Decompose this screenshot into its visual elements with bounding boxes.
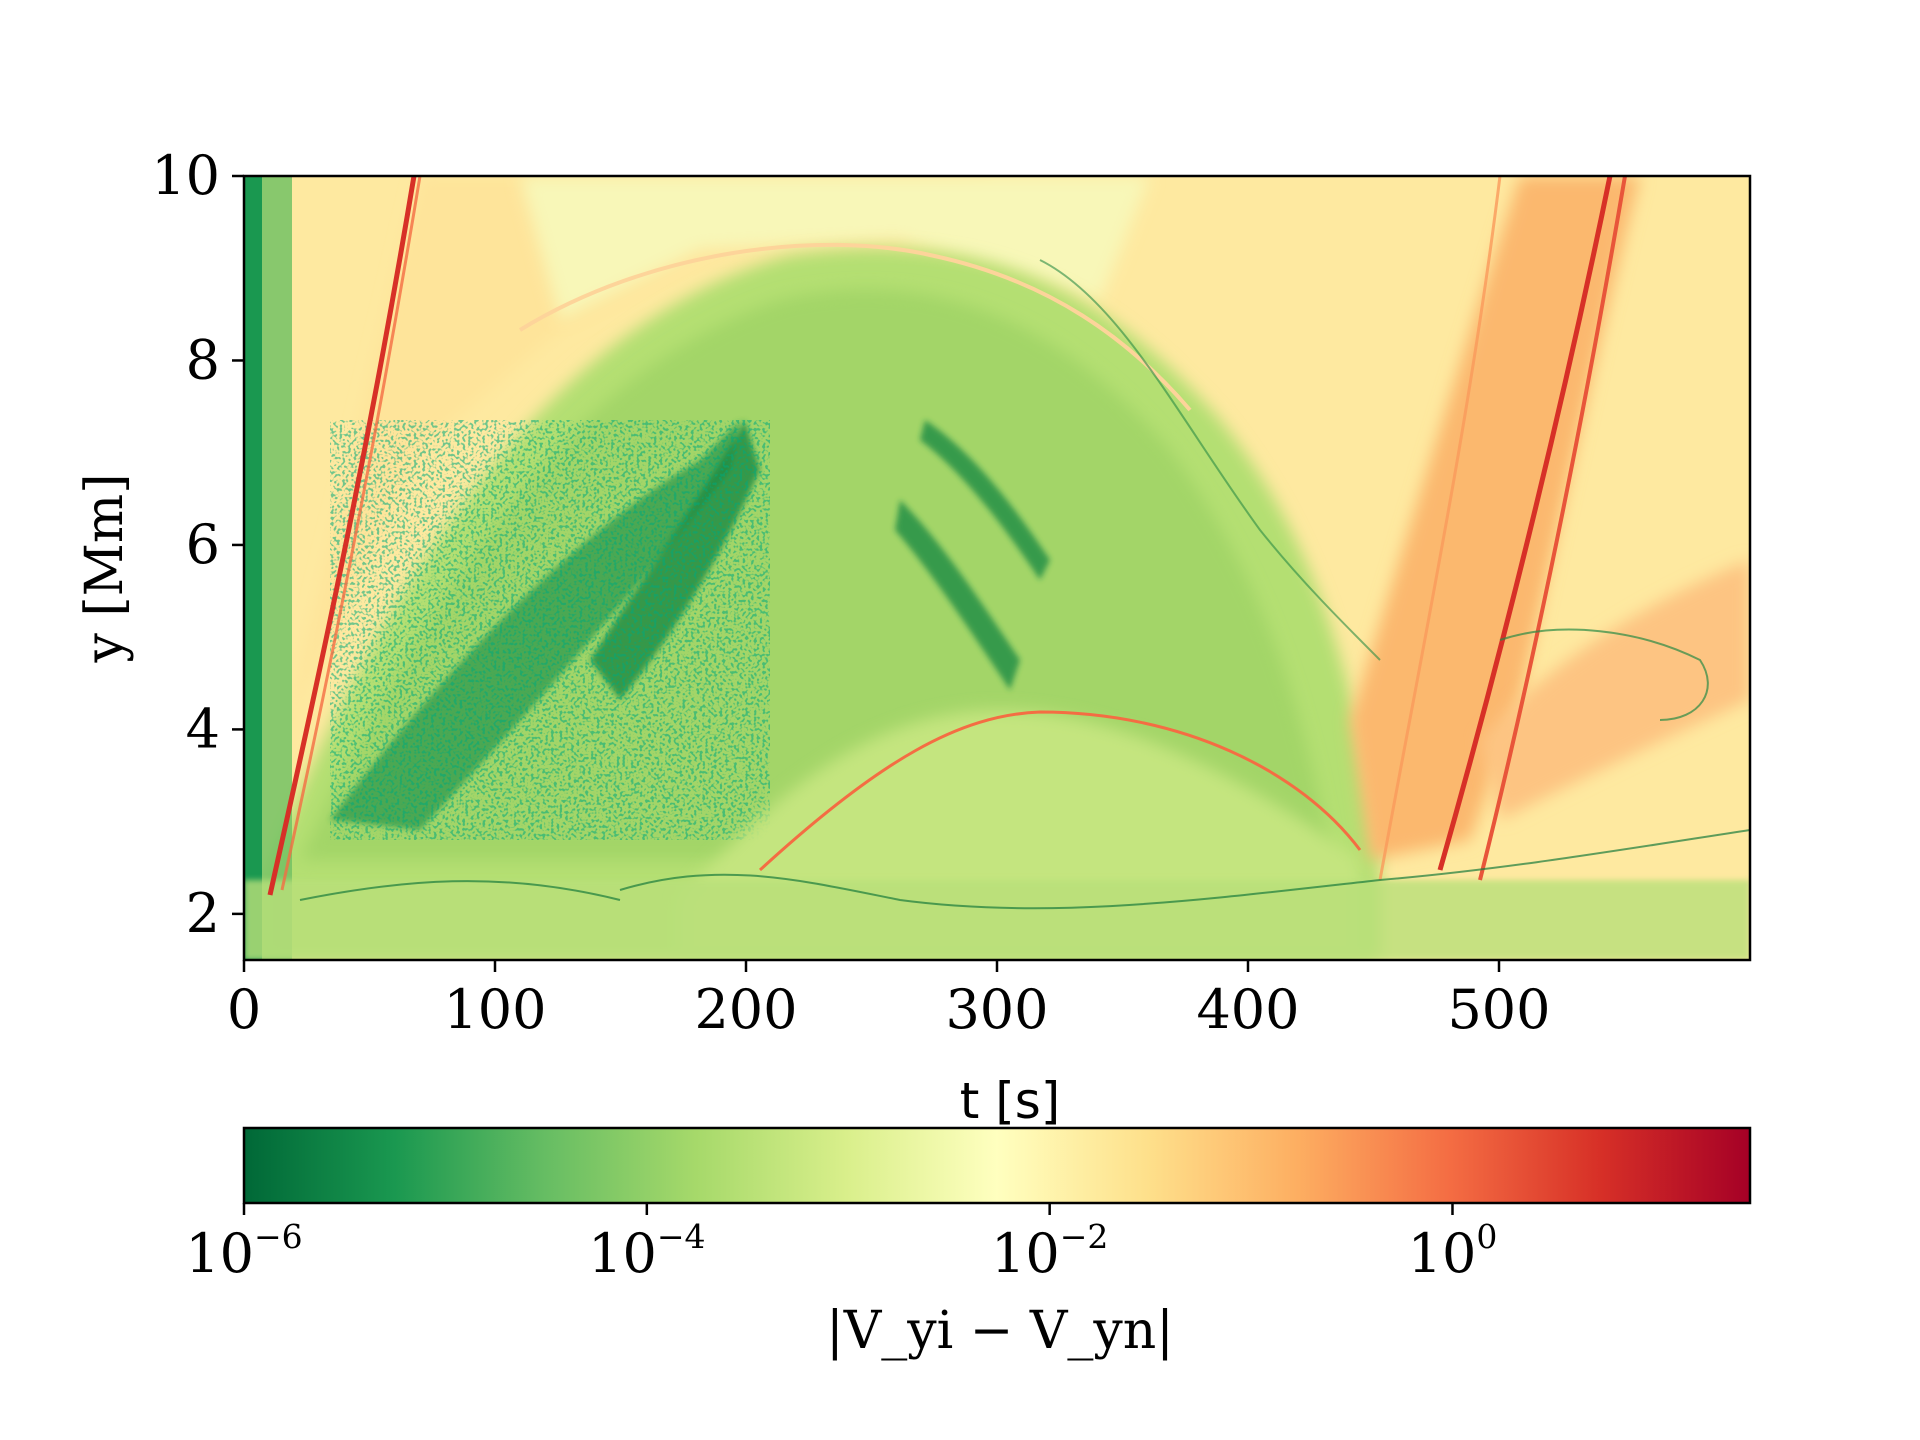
heatmap-line-right-red-2 [1478, 176, 1627, 881]
y-tick-label: 4 [186, 697, 220, 760]
heatmap-panel [244, 176, 1750, 960]
heatmap-region-upper-left [250, 176, 1000, 880]
heatmap-region-top-yellow [520, 176, 1150, 320]
colorbar [242, 1126, 1752, 1205]
x-axis-label: t [s] [960, 1072, 1061, 1130]
x-tick-label: 500 [1447, 978, 1550, 1041]
heatmap-line-left-red [267, 176, 417, 896]
heatmap-region-dark-streak-right [895, 500, 1020, 690]
y-axis-ticks: 2 4 6 8 10 [151, 144, 244, 945]
heatmap-line-lower-arch [758, 710, 1362, 872]
heatmap-region-right-orange [1350, 176, 1640, 860]
heatmap-line-arch-top [518, 242, 1192, 412]
heatmap-line-right-red [1437, 176, 1613, 871]
x-tick-label: 400 [1196, 978, 1299, 1041]
heatmap-region-left-strip [244, 176, 262, 960]
y-tick-label: 6 [186, 513, 220, 576]
heatmap-region-left-strip-outer [262, 176, 292, 960]
heatmap-contour-lower-2 [299, 880, 621, 901]
x-tick-label: 0 [227, 978, 261, 1041]
heatmap-contour-right [1499, 628, 1709, 721]
heatmap-region-bottom [244, 880, 1750, 960]
x-axis-ticks: 0 100 200 300 400 500 [227, 960, 1551, 1041]
colorbar-tick-label: 10−6 [185, 1217, 302, 1285]
y-tick-label: 2 [186, 882, 220, 945]
colorbar-label: |V_yi − V_yn| [826, 1301, 1174, 1361]
colorbar-tick-label: 10−2 [991, 1217, 1108, 1285]
x-tick-label: 200 [694, 978, 797, 1041]
y-tick-label: 8 [186, 328, 220, 391]
x-tick-label: 100 [443, 978, 546, 1041]
heatmap-contour-lower-1 [619, 829, 1750, 910]
y-axis-label: y [Mm] [75, 473, 135, 663]
colorbar-tick-label: 10−4 [588, 1217, 705, 1285]
heatmap-region-dark-streak-upper [920, 420, 1050, 580]
y-tick-label: 10 [151, 144, 220, 207]
heatmap-speckle-texture [330, 420, 770, 840]
heatmap-line-right-orange [1378, 176, 1502, 881]
heatmap-region-right-lower [1480, 560, 1750, 820]
heatmap-line-left-red-2 [280, 176, 422, 891]
colorbar-ticks: 10−6 10−4 10−2 100 [185, 1203, 1497, 1285]
x-tick-label: 300 [945, 978, 1048, 1041]
heatmap-contour-upper [1039, 259, 1381, 661]
colorbar-tick-label: 100 [1408, 1217, 1498, 1285]
